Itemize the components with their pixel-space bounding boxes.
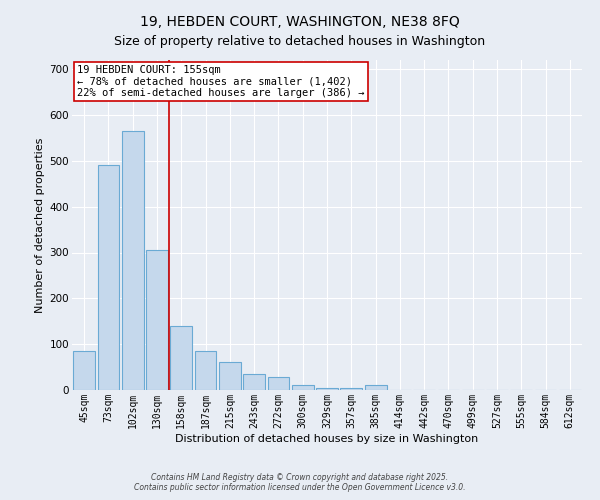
Bar <box>122 131 143 390</box>
Bar <box>170 326 192 390</box>
Text: 19 HEBDEN COURT: 155sqm
← 78% of detached houses are smaller (1,402)
22% of semi: 19 HEBDEN COURT: 155sqm ← 78% of detache… <box>77 65 365 98</box>
Bar <box>316 388 338 390</box>
Text: 19, HEBDEN COURT, WASHINGTON, NE38 8FQ: 19, HEBDEN COURT, WASHINGTON, NE38 8FQ <box>140 15 460 29</box>
Y-axis label: Number of detached properties: Number of detached properties <box>35 138 46 312</box>
Bar <box>340 388 362 390</box>
Bar <box>243 374 265 390</box>
Text: Size of property relative to detached houses in Washington: Size of property relative to detached ho… <box>115 35 485 48</box>
Bar <box>73 351 95 390</box>
X-axis label: Distribution of detached houses by size in Washington: Distribution of detached houses by size … <box>175 434 479 444</box>
Bar <box>365 386 386 390</box>
Bar <box>146 250 168 390</box>
Bar <box>268 377 289 390</box>
Bar <box>194 351 217 390</box>
Bar <box>292 384 314 390</box>
Bar <box>219 362 241 390</box>
Text: Contains HM Land Registry data © Crown copyright and database right 2025.
Contai: Contains HM Land Registry data © Crown c… <box>134 473 466 492</box>
Bar <box>97 166 119 390</box>
